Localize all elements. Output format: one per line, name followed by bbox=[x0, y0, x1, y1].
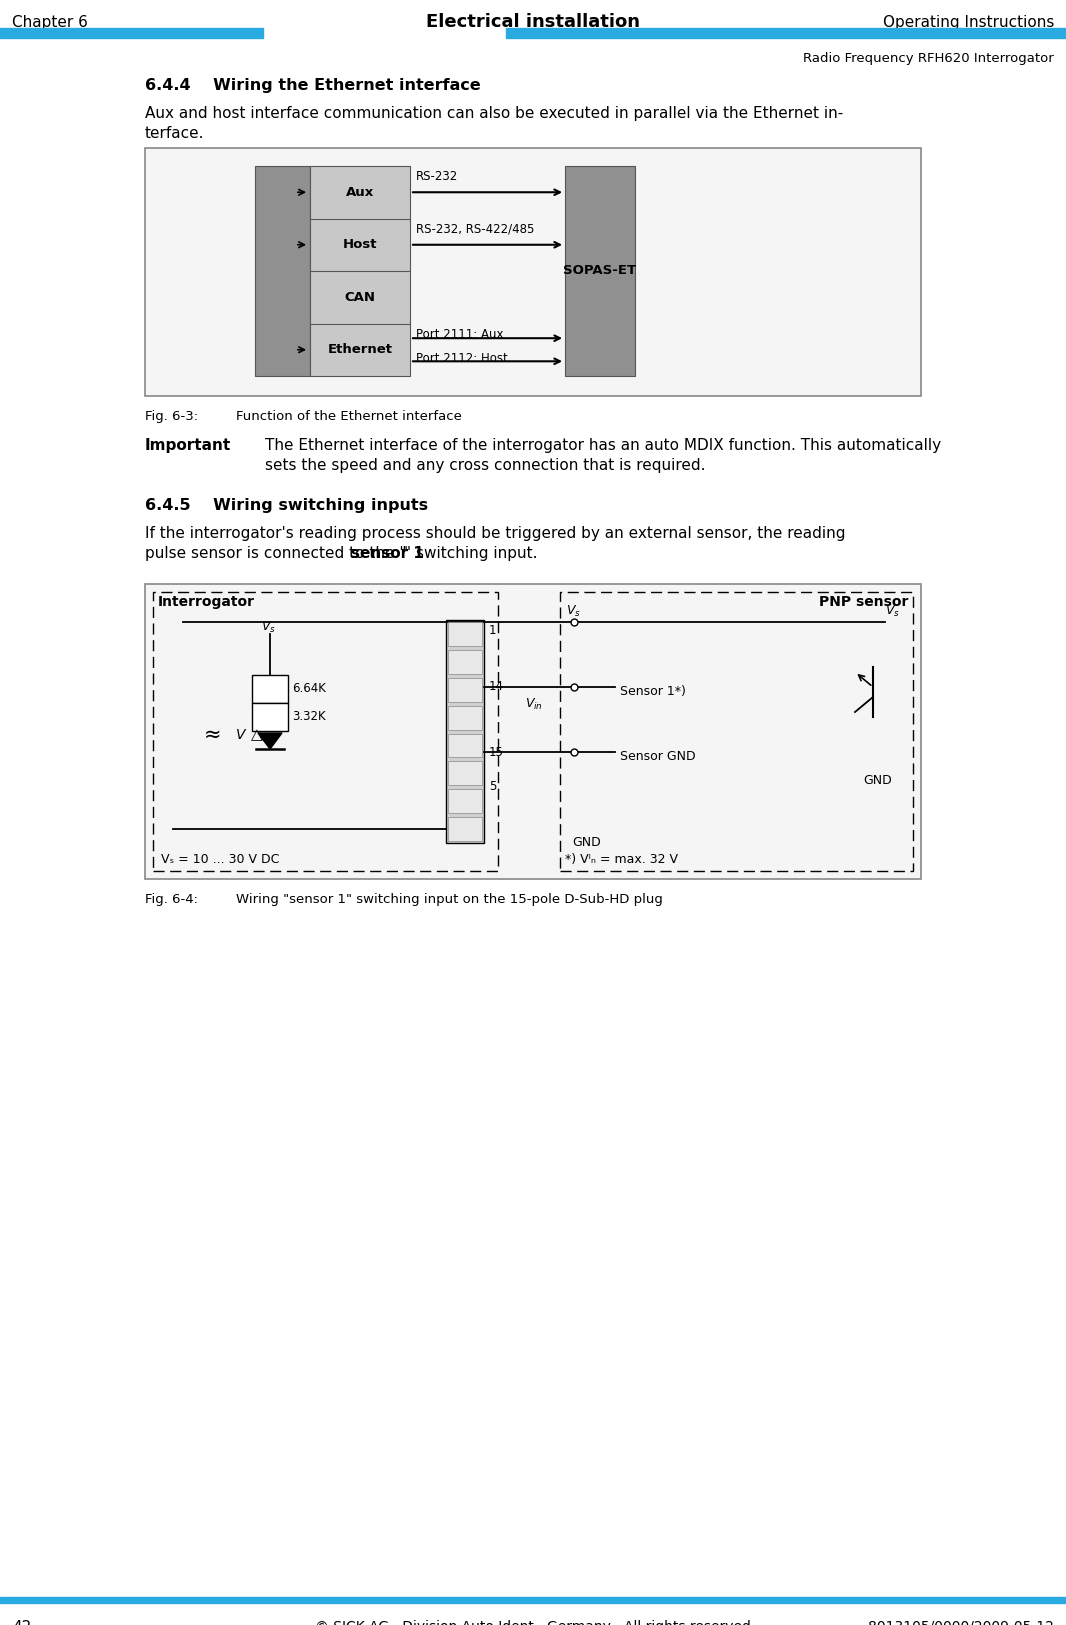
Text: If the interrogator's reading process should be triggered by an external sensor,: If the interrogator's reading process sh… bbox=[145, 526, 845, 541]
Text: © SICK AG · Division Auto Ident · Germany · All rights reserved: © SICK AG · Division Auto Ident · German… bbox=[316, 1620, 750, 1625]
Text: Important: Important bbox=[145, 439, 231, 453]
Text: PNP sensor: PNP sensor bbox=[819, 595, 908, 609]
Text: 5: 5 bbox=[489, 780, 497, 793]
Text: Port 2111: Aux: Port 2111: Aux bbox=[416, 328, 503, 341]
Text: 6.64K: 6.64K bbox=[292, 682, 326, 696]
Text: Ethernet: Ethernet bbox=[327, 343, 392, 356]
Text: ≈: ≈ bbox=[205, 725, 222, 744]
Text: sets the speed and any cross connection that is required.: sets the speed and any cross connection … bbox=[265, 458, 706, 473]
Text: Fig. 6-3:: Fig. 6-3: bbox=[145, 410, 198, 422]
Text: △: △ bbox=[252, 728, 263, 743]
Text: Vₛ = 10 ... 30 V DC: Vₛ = 10 ... 30 V DC bbox=[161, 853, 279, 866]
Text: $V_{in}$: $V_{in}$ bbox=[524, 697, 543, 712]
Text: CAN: CAN bbox=[344, 291, 375, 304]
Text: 15: 15 bbox=[489, 746, 504, 759]
Text: 6.4.5    Wiring switching inputs: 6.4.5 Wiring switching inputs bbox=[145, 497, 429, 514]
Text: Fig. 6-4:: Fig. 6-4: bbox=[145, 894, 198, 907]
Bar bbox=[154, 592, 498, 871]
Text: The Ethernet interface of the interrogator has an auto MDIX function. This autom: The Ethernet interface of the interrogat… bbox=[265, 439, 941, 453]
Text: Operating Instructions: Operating Instructions bbox=[883, 15, 1054, 29]
Bar bbox=[446, 621, 484, 843]
Text: $V_s$: $V_s$ bbox=[566, 604, 581, 619]
Text: terface.: terface. bbox=[145, 127, 205, 141]
Bar bbox=[145, 148, 921, 396]
Text: RS-232, RS-422/485: RS-232, RS-422/485 bbox=[416, 223, 534, 236]
Bar bbox=[145, 583, 921, 879]
Text: Electrical installation: Electrical installation bbox=[426, 13, 640, 31]
Text: 6.4.4    Wiring the Ethernet interface: 6.4.4 Wiring the Ethernet interface bbox=[145, 78, 481, 93]
Text: Radio Frequency RFH620 Interrogator: Radio Frequency RFH620 Interrogator bbox=[804, 52, 1054, 65]
Text: Function of the Ethernet interface: Function of the Ethernet interface bbox=[236, 410, 462, 422]
Bar bbox=[448, 622, 482, 645]
Text: 3.32K: 3.32K bbox=[292, 710, 325, 723]
Text: Interrogator: Interrogator bbox=[158, 595, 255, 609]
Text: 8013105/0000/2009-05-12: 8013105/0000/2009-05-12 bbox=[868, 1620, 1054, 1625]
Text: sensor 1: sensor 1 bbox=[351, 546, 423, 561]
Text: $V_s$: $V_s$ bbox=[260, 621, 275, 635]
Text: Sensor 1*): Sensor 1*) bbox=[620, 686, 685, 699]
Text: Wiring "sensor 1" switching input on the 15-pole D-Sub-HD plug: Wiring "sensor 1" switching input on the… bbox=[236, 894, 663, 907]
Text: *) Vᴵₙ = max. 32 V: *) Vᴵₙ = max. 32 V bbox=[565, 853, 678, 866]
Bar bbox=[448, 678, 482, 702]
Bar bbox=[252, 674, 288, 704]
Text: 1: 1 bbox=[489, 624, 497, 637]
Text: Sensor GND: Sensor GND bbox=[620, 751, 696, 764]
Bar bbox=[448, 733, 482, 757]
Text: Chapter 6: Chapter 6 bbox=[12, 15, 87, 29]
Bar bbox=[0, 1597, 1066, 1602]
Bar bbox=[448, 817, 482, 842]
Text: $V_s$: $V_s$ bbox=[885, 604, 900, 619]
Bar bbox=[448, 650, 482, 674]
Bar bbox=[448, 790, 482, 812]
Text: Host: Host bbox=[343, 239, 377, 252]
Bar bbox=[560, 592, 912, 871]
Bar bbox=[506, 28, 1066, 37]
Text: Aux and host interface communication can also be executed in parallel via the Et: Aux and host interface communication can… bbox=[145, 106, 843, 120]
Text: " switching input.: " switching input. bbox=[404, 546, 537, 561]
Bar bbox=[252, 704, 288, 731]
Bar bbox=[448, 705, 482, 730]
Text: Port 2112: Host: Port 2112: Host bbox=[416, 353, 507, 366]
Text: SOPAS-ET: SOPAS-ET bbox=[564, 265, 636, 278]
Text: 14: 14 bbox=[489, 681, 504, 694]
Bar bbox=[255, 166, 310, 375]
Bar bbox=[310, 166, 410, 375]
Text: V: V bbox=[237, 728, 246, 743]
Text: Aux: Aux bbox=[345, 185, 374, 198]
Text: GND: GND bbox=[572, 835, 601, 848]
Text: RS-232: RS-232 bbox=[416, 171, 458, 184]
Polygon shape bbox=[258, 733, 282, 749]
Text: pulse sensor is connected to the ": pulse sensor is connected to the " bbox=[145, 546, 406, 561]
Bar bbox=[565, 166, 635, 375]
Text: GND: GND bbox=[863, 774, 892, 786]
Bar bbox=[0, 28, 263, 37]
Text: 42: 42 bbox=[12, 1620, 31, 1625]
Bar bbox=[448, 762, 482, 785]
